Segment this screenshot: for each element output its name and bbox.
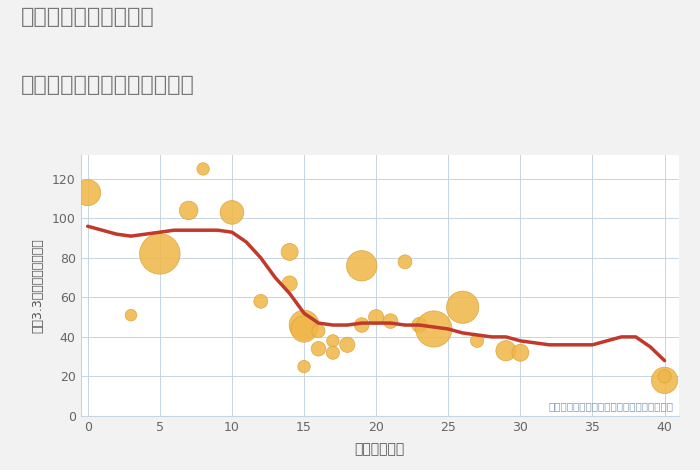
Point	[400, 258, 411, 266]
Point	[125, 312, 136, 319]
Y-axis label: 坪（3.3㎡）単価（万円）: 坪（3.3㎡）単価（万円）	[32, 238, 45, 333]
Point	[414, 321, 425, 329]
Point	[428, 325, 440, 333]
Text: 奈良県橿原神宮西口駅: 奈良県橿原神宮西口駅	[21, 7, 155, 27]
Point	[659, 376, 670, 384]
Point	[298, 363, 309, 370]
Point	[298, 321, 309, 329]
Point	[472, 337, 483, 345]
Point	[313, 345, 324, 352]
Text: 円の大きさは、取引のあった物件面積を示す: 円の大きさは、取引のあった物件面積を示す	[548, 401, 673, 411]
Point	[342, 341, 353, 349]
Point	[313, 327, 324, 335]
Point	[284, 280, 295, 287]
Point	[659, 373, 670, 380]
Point	[284, 248, 295, 256]
Point	[82, 189, 93, 196]
Text: 築年数別中古マンション価格: 築年数別中古マンション価格	[21, 75, 195, 95]
Point	[183, 207, 195, 214]
Point	[328, 349, 339, 356]
Point	[500, 347, 512, 354]
Point	[356, 321, 368, 329]
Point	[328, 337, 339, 345]
Point	[298, 325, 309, 333]
Point	[356, 262, 368, 269]
Point	[154, 250, 165, 258]
Point	[514, 349, 526, 356]
Point	[256, 298, 267, 305]
Point	[370, 313, 382, 321]
Point	[457, 304, 468, 311]
X-axis label: 築年数（年）: 築年数（年）	[355, 442, 405, 456]
Point	[385, 317, 396, 325]
Point	[226, 209, 237, 216]
Point	[197, 165, 209, 172]
